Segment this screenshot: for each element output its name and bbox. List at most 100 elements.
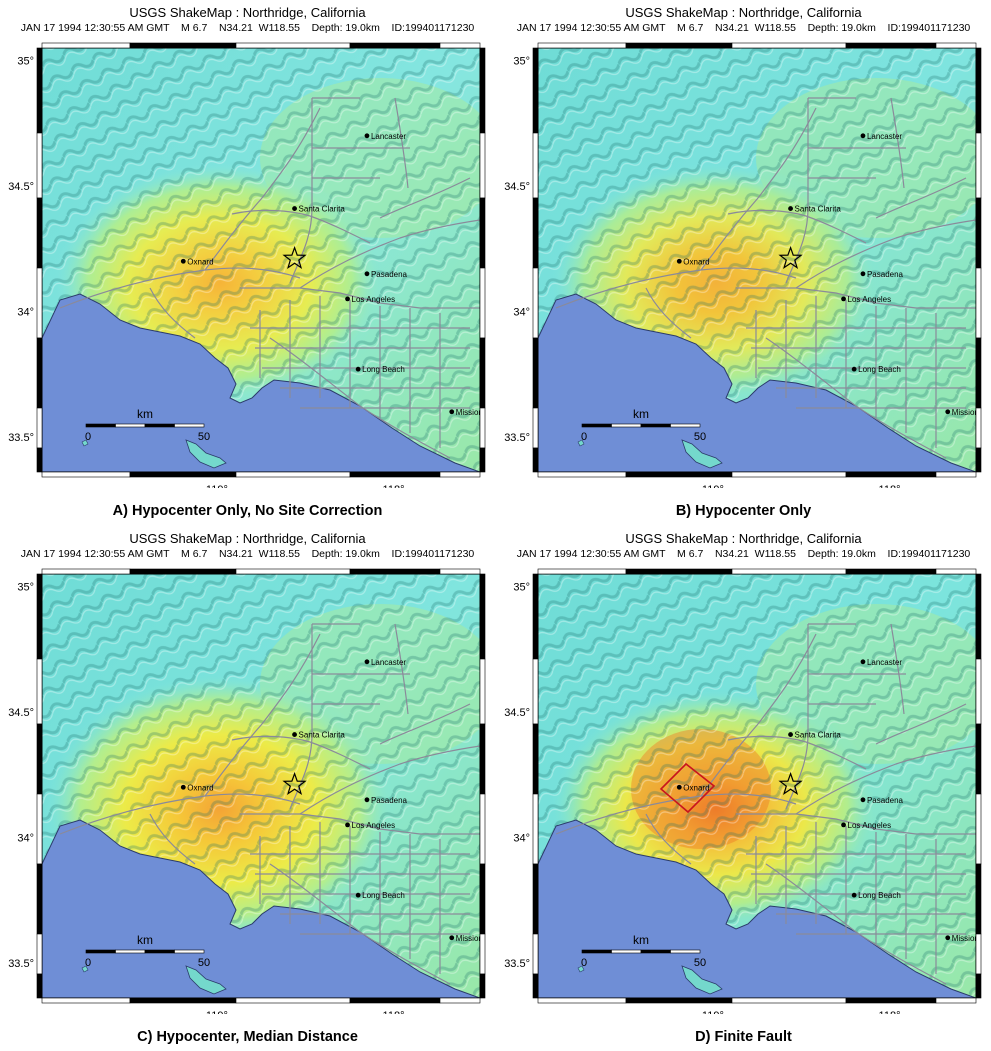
island (577, 439, 585, 447)
city-marker (860, 797, 866, 803)
city-marker (945, 935, 951, 941)
y-tick-label: 34.5° (8, 707, 34, 719)
road (890, 97, 905, 189)
map-subtitle: JAN 17 1994 12:30:55 AM GMT M 6.7 N34.21… (516, 22, 971, 34)
city-label: Oxnard (187, 257, 213, 266)
map-border-bars (532, 42, 982, 478)
road (700, 107, 817, 271)
island (185, 439, 227, 469)
road (755, 822, 937, 974)
x-tick-label: -119° (698, 1010, 724, 1014)
city-label: Mission Viejo (456, 934, 495, 943)
map-area: Lancaster Santa Clarita Oxnard Pasadena Los … (42, 574, 495, 998)
city-marker (345, 296, 350, 302)
y-tick-label: 35° (17, 582, 34, 594)
road (149, 287, 196, 339)
road (645, 813, 692, 865)
fault-rectangle (659, 762, 716, 814)
city-label: Los Angeles (352, 295, 396, 304)
city-label: Pasadena (867, 796, 904, 805)
scale-bar-end: 50 (198, 957, 210, 969)
road (59, 793, 301, 835)
city-marker (292, 732, 297, 737)
city-label: Santa Clarita (299, 205, 346, 214)
y-tick-label: 34.5° (504, 181, 530, 193)
scale-bar-start: 0 (85, 431, 91, 443)
map-title: USGS ShakeMap : Northridge, California (625, 531, 862, 546)
road (312, 97, 410, 179)
city-label: Lancaster (867, 658, 902, 667)
epicenter-star-icon (282, 771, 307, 796)
city-label: Long Beach (362, 891, 405, 900)
panel-caption: C) Hypocenter, Median Distance (137, 1029, 358, 1045)
scale-bar-start: 0 (581, 431, 587, 443)
map-subtitle: JAN 17 1994 12:30:55 AM GMT M 6.7 N34.21… (20, 22, 475, 34)
city-label: Long Beach (858, 891, 901, 900)
road (746, 327, 966, 409)
scale-bar-unit: km (137, 407, 153, 421)
city-marker (945, 409, 951, 415)
road (746, 853, 966, 935)
scale-bar-end: 50 (198, 431, 210, 443)
scale-bar-segment (581, 423, 612, 428)
road (795, 745, 976, 815)
scale-bar-segment (85, 423, 116, 428)
road (204, 107, 321, 271)
y-tick-label: 34° (513, 832, 530, 844)
road (394, 97, 409, 189)
road (250, 327, 470, 409)
road (312, 623, 410, 705)
road (289, 624, 313, 810)
ocean (42, 293, 480, 472)
y-tick-label: 33.5° (8, 958, 34, 970)
city-marker (180, 784, 186, 790)
city-label: Lancaster (867, 132, 902, 141)
city-marker (860, 271, 866, 277)
scale-bar-segment (640, 949, 671, 954)
city-marker (292, 206, 297, 211)
island (185, 965, 227, 995)
road (269, 863, 451, 985)
map-subtitle: JAN 17 1994 12:30:55 AM GMT M 6.7 N34.21… (20, 548, 475, 560)
city-label: Pasadena (371, 270, 408, 279)
island (577, 965, 585, 973)
scale-bar: km 0 50 (581, 933, 706, 969)
epicenter-star-icon (282, 245, 307, 270)
city-marker (788, 206, 793, 211)
road (259, 822, 441, 974)
scale-bar-segment (640, 423, 671, 428)
island (681, 965, 723, 995)
road (875, 703, 967, 745)
scale-bar: km 0 50 (581, 407, 706, 443)
y-tick-label: 35° (17, 56, 34, 68)
city-label: Oxnard (187, 783, 213, 792)
city-marker (860, 659, 866, 665)
city-label: Mission Viejo (456, 408, 495, 417)
scale-bar-segment (611, 949, 642, 954)
road (785, 624, 809, 810)
scale-bar: km 0 50 (85, 407, 210, 443)
map-border-bars (532, 568, 982, 1004)
island (81, 439, 89, 447)
city-marker (841, 296, 846, 302)
y-tick-label: 34.5° (8, 181, 34, 193)
city-marker (180, 258, 186, 264)
x-tick-label: -118° (875, 484, 901, 488)
city-marker (364, 797, 370, 803)
city-label: Santa Clarita (795, 731, 842, 740)
scale-bar-unit: km (633, 933, 649, 947)
ocean (538, 293, 976, 472)
shakemap-svg: Lancaster Santa Clarita Oxnard Pasadena Los … (504, 42, 982, 488)
city-marker (676, 258, 682, 264)
y-tick-label: 35° (513, 56, 530, 68)
shakemap-svg: Lancaster Santa Clarita Oxnard Pasadena Los … (8, 42, 495, 488)
y-tick-label: 35° (513, 582, 530, 594)
scale-bar-start: 0 (581, 957, 587, 969)
island (681, 439, 723, 469)
scale-bar-segment (144, 423, 175, 428)
shakemap-svg: Lancaster Santa Clarita Oxnard Pasadena Los … (8, 568, 495, 1014)
city-label: Long Beach (858, 365, 901, 374)
city-label: Pasadena (867, 270, 904, 279)
map-area: Lancaster Santa Clarita Oxnard Pasadena Los … (42, 48, 495, 472)
road (808, 623, 906, 705)
